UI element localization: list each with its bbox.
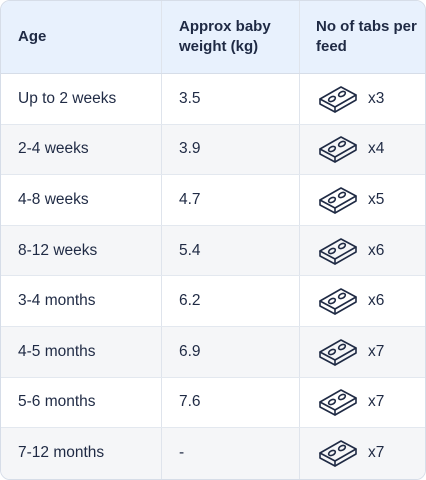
tab-count: x7 <box>368 393 385 411</box>
weight-cell: - <box>162 428 300 479</box>
formula-tab-icon <box>319 288 357 315</box>
formula-tab-icon <box>319 237 357 265</box>
age-cell: 2-4 weeks <box>1 124 162 175</box>
age-cell: 5-6 months <box>1 377 162 428</box>
tab-count: x7 <box>368 342 385 360</box>
weight-cell: 3.9 <box>162 124 300 175</box>
formula-tab-icon <box>319 440 357 468</box>
table-row: 8-12 weeks 5.4 x6 <box>1 225 425 277</box>
header-age: Age <box>1 1 162 73</box>
tab-count: x6 <box>368 241 385 259</box>
header-tabs: No of tabs per feed <box>316 18 417 55</box>
weight-cell: 6.9 <box>162 326 300 377</box>
age-cell: 3-4 months <box>1 276 162 326</box>
table-row: 4-5 months 6.9 x7 <box>1 326 425 378</box>
weight-cell: 5.4 <box>162 225 300 276</box>
weight-cell: 4.7 <box>162 175 300 225</box>
header-weight: Approx baby weight (kg) <box>162 1 300 73</box>
formula-tab-icon <box>319 338 357 366</box>
age-cell: Up to 2 weeks <box>1 74 162 124</box>
tab-count: x4 <box>368 140 385 158</box>
formula-tab-icon <box>319 389 357 417</box>
tabs-cell: x6 <box>300 226 425 276</box>
tabs-cell: x6 <box>300 276 425 326</box>
age-cell: 4-8 weeks <box>1 175 162 225</box>
formula-tab-icon <box>319 85 357 113</box>
table-row: 4-8 weeks 4.7 x5 <box>1 175 425 226</box>
table-row: 7-12 months - x7 <box>1 428 425 479</box>
table-header: Age Approx baby weight (kg) No of tabs p… <box>1 1 425 74</box>
tabs-cell: x4 <box>300 125 425 175</box>
age-cell: 4-5 months <box>1 326 162 377</box>
tabs-cell: x3 <box>300 74 425 124</box>
tab-count: x6 <box>368 292 385 310</box>
formula-tab-icon <box>319 136 357 164</box>
formula-tab-icon <box>319 187 357 214</box>
tabs-cell: x7 <box>300 327 425 377</box>
table-row: Up to 2 weeks 3.5 x3 <box>1 74 425 125</box>
table-row: 5-6 months 7.6 x7 <box>1 377 425 429</box>
weight-cell: 7.6 <box>162 377 300 428</box>
tabs-cell: x7 <box>300 378 425 428</box>
tab-count: x5 <box>368 190 385 208</box>
tabs-cell: x5 <box>300 175 425 225</box>
weight-cell: 6.2 <box>162 276 300 326</box>
table-row: 2-4 weeks 3.9 x4 <box>1 124 425 176</box>
table-row: 3-4 months 6.2 x6 <box>1 276 425 327</box>
weight-cell: 3.5 <box>162 74 300 124</box>
tab-count: x7 <box>368 444 385 462</box>
tab-count: x3 <box>368 89 385 107</box>
age-cell: 7-12 months <box>1 428 162 479</box>
age-cell: 8-12 weeks <box>1 225 162 276</box>
tabs-cell: x7 <box>300 428 425 479</box>
